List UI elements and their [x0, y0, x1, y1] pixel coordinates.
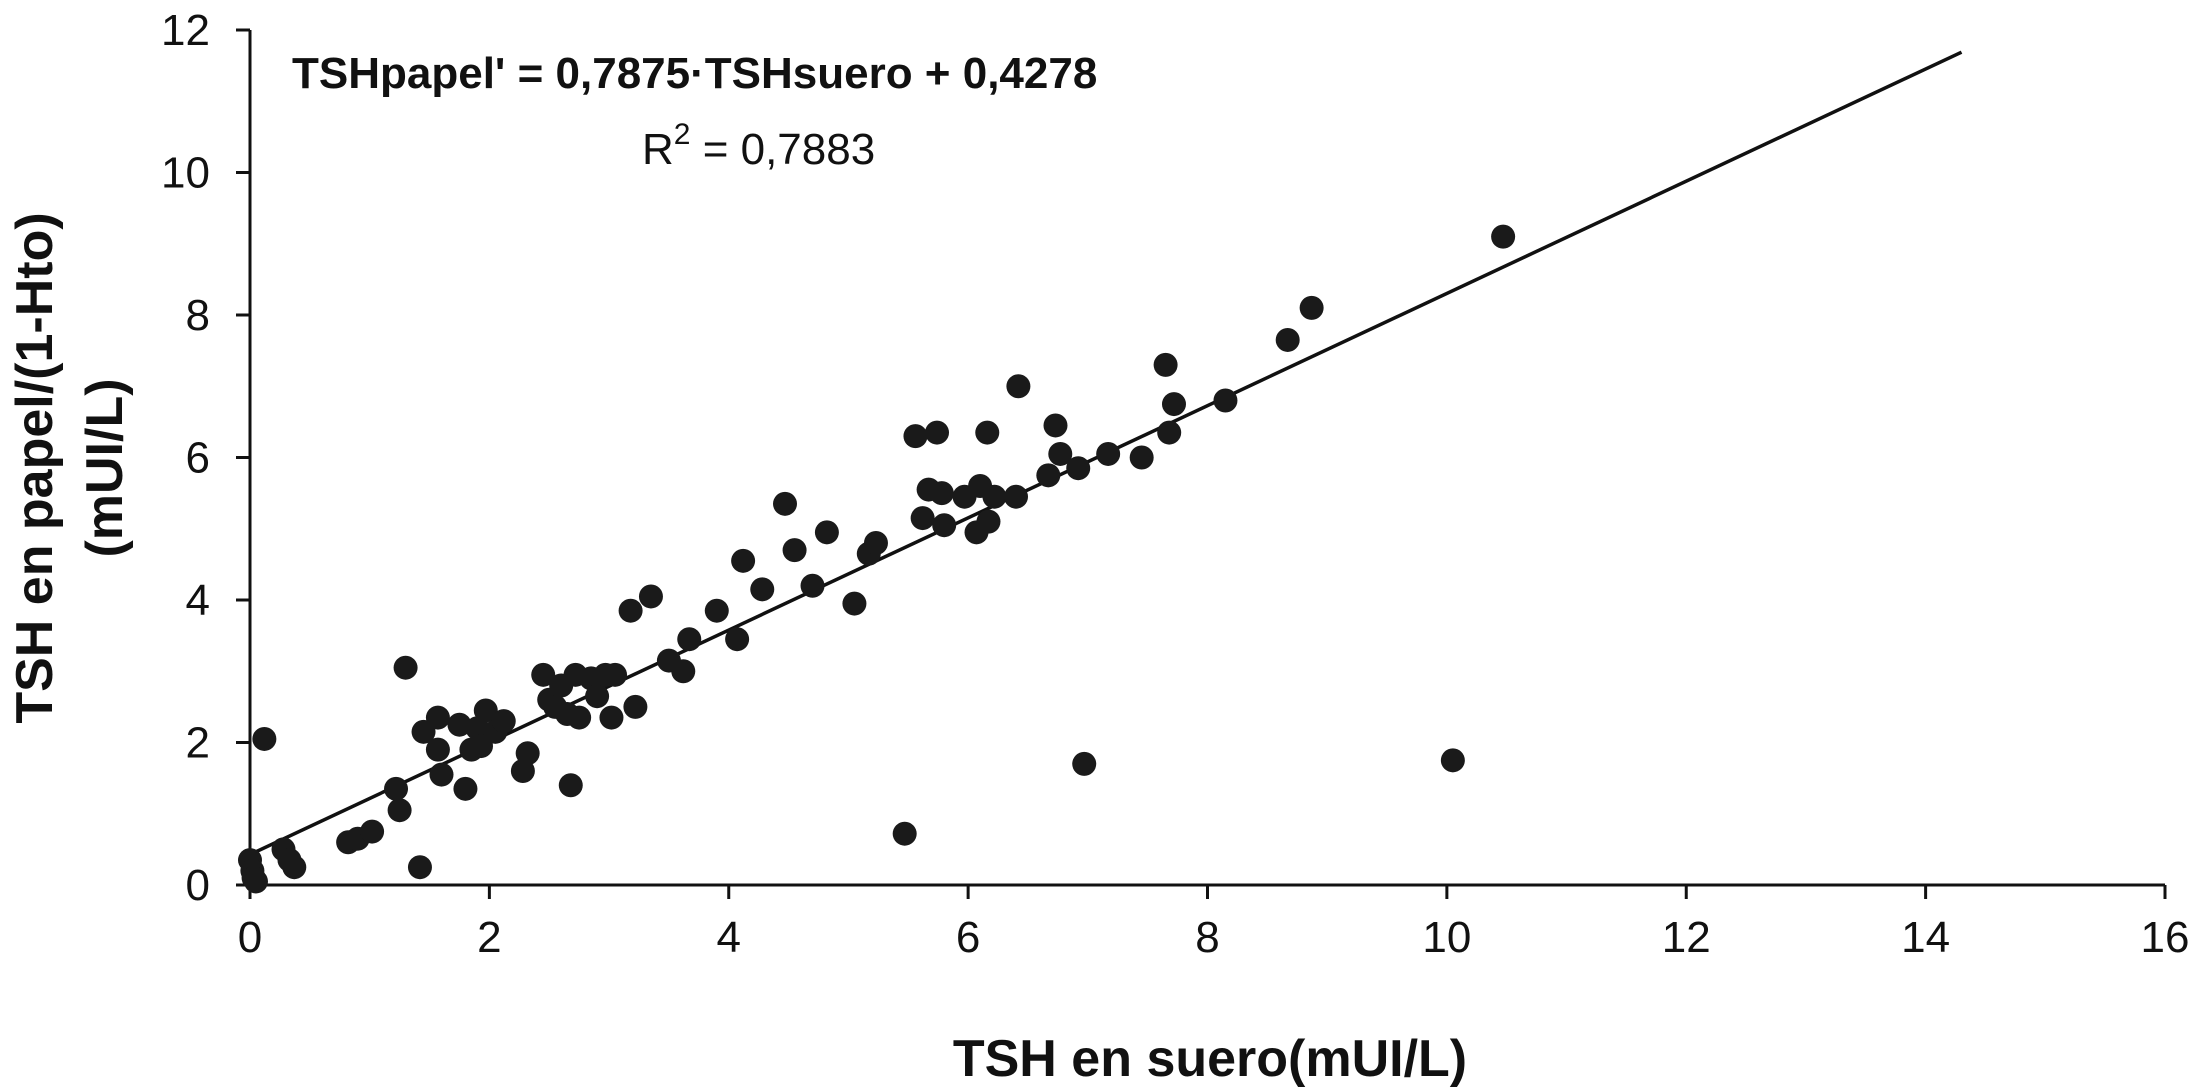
data-point: [731, 548, 756, 573]
data-point: [903, 424, 928, 449]
y-tick-label: 0: [186, 861, 210, 910]
r-squared-label: R2 = 0,7883: [642, 118, 875, 174]
data-point: [282, 855, 307, 880]
data-point: [243, 869, 268, 894]
data-point: [1299, 295, 1324, 320]
data-point: [1161, 392, 1186, 417]
data-point: [932, 513, 957, 538]
data-point: [531, 662, 556, 687]
data-point: [1006, 374, 1031, 399]
data-point: [1440, 748, 1465, 773]
data-point: [599, 705, 624, 730]
data-points: [238, 224, 1516, 894]
data-point: [465, 716, 490, 741]
data-point: [1213, 388, 1238, 413]
data-point: [384, 776, 409, 801]
y-axis-title-line-1: TSH en papel/(1-Hto): [6, 212, 64, 723]
data-point: [1096, 441, 1121, 466]
data-point: [618, 598, 643, 623]
data-point: [910, 506, 935, 531]
data-point: [1043, 413, 1068, 438]
data-point: [892, 821, 917, 846]
data-point: [842, 591, 867, 616]
y-tick-label: 10: [161, 149, 210, 198]
data-point: [1004, 484, 1028, 509]
regression-equation: TSHpapel' = 0,7875·TSHsuero + 0,4278: [292, 49, 1097, 98]
y-axis-title: TSH en papel/(1-Hto) (mUI/L): [6, 212, 134, 723]
data-point: [677, 627, 702, 652]
data-point: [453, 776, 478, 801]
data-point: [425, 737, 450, 762]
r-squared-prefix: R: [642, 125, 674, 174]
data-point: [429, 762, 454, 787]
data-point: [393, 655, 418, 680]
ticks: [236, 28, 2167, 899]
x-tick-label: 12: [1662, 913, 1711, 962]
x-tick-label: 2: [477, 913, 501, 962]
x-tick-label: 4: [717, 913, 741, 962]
data-point: [515, 741, 540, 766]
tick-labels: 0 2 4 6 8 10 12 14 16 0 2 4 6 8 10 12: [161, 6, 2189, 962]
data-point: [725, 627, 750, 652]
y-tick-label: 6: [186, 434, 210, 483]
data-point: [1066, 456, 1091, 481]
data-point: [407, 855, 432, 880]
data-point: [1275, 327, 1300, 352]
data-point: [1048, 441, 1073, 466]
x-tick-label: 0: [238, 913, 262, 962]
data-point: [975, 420, 1000, 445]
data-point: [1072, 751, 1097, 776]
data-point: [1491, 224, 1516, 249]
data-point: [567, 705, 592, 730]
data-point: [425, 705, 450, 730]
data-point: [750, 577, 775, 602]
r-squared-value: = 0,7883: [690, 125, 875, 174]
data-point: [1153, 352, 1178, 377]
data-point: [252, 726, 277, 751]
data-point: [473, 698, 498, 723]
x-tick-label: 10: [1422, 913, 1471, 962]
data-point: [976, 509, 1001, 534]
data-point: [360, 819, 385, 844]
data-point: [447, 712, 472, 737]
y-tick-label: 12: [161, 6, 210, 55]
data-point: [814, 520, 839, 545]
data-point: [638, 584, 663, 609]
data-point: [491, 709, 516, 734]
y-tick-label: 4: [186, 576, 210, 625]
data-point: [387, 798, 412, 823]
y-axis-title-line-2: (mUI/L): [76, 378, 134, 557]
y-tick-label: 8: [186, 291, 210, 340]
x-axis-title: TSH en suero(mUI/L): [953, 1030, 1467, 1088]
y-tick-label: 2: [186, 719, 210, 768]
data-point: [773, 491, 798, 516]
x-tick-label: 6: [956, 913, 980, 962]
data-point: [800, 573, 825, 598]
x-tick-label: 16: [2141, 913, 2190, 962]
data-point: [1036, 463, 1061, 488]
data-point: [782, 538, 807, 563]
data-point: [558, 773, 583, 798]
data-point: [863, 531, 888, 555]
x-tick-label: 8: [1195, 913, 1219, 962]
data-point: [1157, 420, 1182, 445]
data-point: [1129, 445, 1154, 470]
x-tick-label: 14: [1901, 913, 1950, 962]
data-point: [982, 484, 1007, 509]
data-point: [623, 694, 648, 719]
data-point: [929, 481, 954, 506]
data-point: [671, 659, 696, 684]
data-point: [585, 684, 610, 709]
data-point: [925, 420, 950, 445]
data-point: [603, 662, 628, 687]
data-point: [704, 598, 729, 623]
r-squared-superscript: 2: [674, 118, 691, 151]
